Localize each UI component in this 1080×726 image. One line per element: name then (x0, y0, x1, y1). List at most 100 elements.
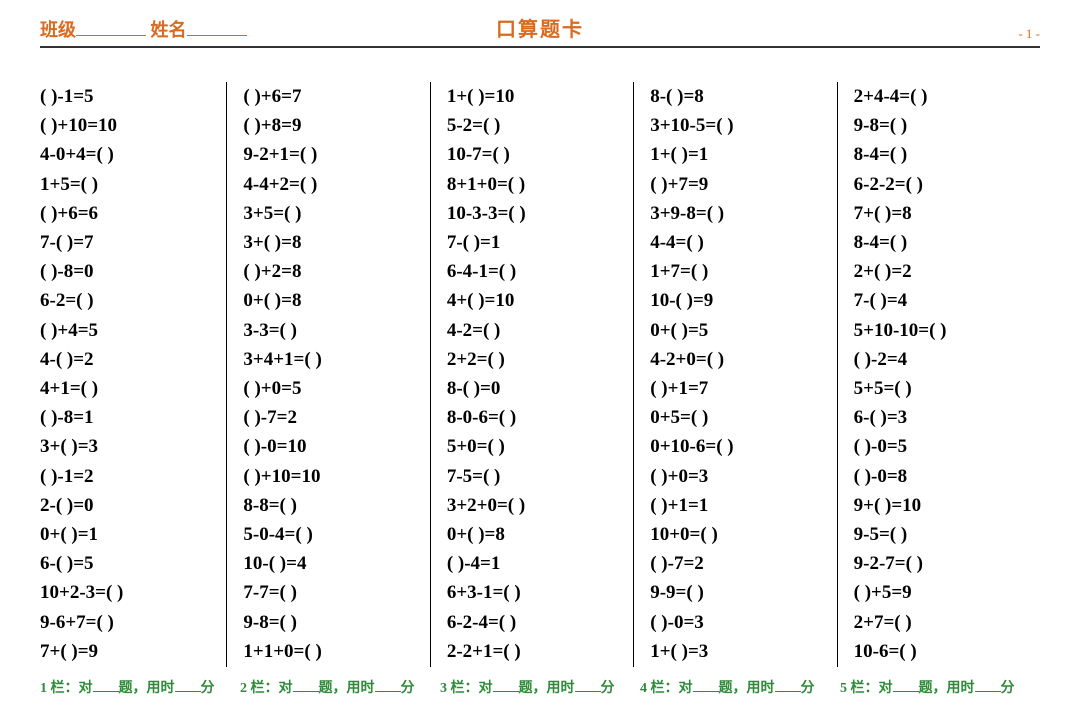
math-problem: 1+7=( ) (650, 257, 826, 286)
math-problem: 7-7=( ) (243, 578, 419, 607)
math-problem: 5+0=( ) (447, 432, 623, 461)
math-problem: 4+1=( ) (40, 374, 216, 403)
class-label: 班级 (40, 20, 76, 40)
math-problem: ( )-2=4 (854, 345, 1030, 374)
math-problem: 6-4-1=( ) (447, 257, 623, 286)
footer-cell: 4 栏：对题，用时分 (640, 677, 840, 697)
math-problem: 3+2+0=( ) (447, 491, 623, 520)
math-problem: 4+( )=10 (447, 286, 623, 315)
math-problem: 5+5=( ) (854, 374, 1030, 403)
math-problem: 9-5=( ) (854, 520, 1030, 549)
math-problem: ( )-1=2 (40, 462, 216, 491)
math-problem: 6-2-2=( ) (854, 170, 1030, 199)
header-left: 班级 姓名 (40, 16, 247, 42)
math-problem: 9-6+7=( ) (40, 608, 216, 637)
math-problem: ( )-7=2 (650, 549, 826, 578)
math-problem: ( )-0=3 (650, 608, 826, 637)
footer-cell: 2 栏：对题，用时分 (240, 677, 440, 697)
math-problem: 1+( )=10 (447, 82, 623, 111)
math-problem: 5+10-10=( ) (854, 316, 1030, 345)
worksheet-header: 口算题卡 班级 姓名 - 1 - (40, 20, 1040, 48)
math-problem: 5-2=( ) (447, 111, 623, 140)
math-problem: 3+( )=8 (243, 228, 419, 257)
math-problem: 2+2=( ) (447, 345, 623, 374)
math-problem: 2+( )=2 (854, 257, 1030, 286)
math-problem: 10-3-3=( ) (447, 199, 623, 228)
math-problem: ( )+8=9 (243, 111, 419, 140)
math-problem: 8-4=( ) (854, 228, 1030, 257)
math-problem: 0+( )=8 (447, 520, 623, 549)
math-problem: ( )-7=2 (243, 403, 419, 432)
name-blank (187, 22, 247, 36)
math-problem: 9-2-7=( ) (854, 549, 1030, 578)
math-problem: ( )+1=1 (650, 491, 826, 520)
math-problem: 8-( )=8 (650, 82, 826, 111)
math-problem: 10+2-3=( ) (40, 578, 216, 607)
math-problem: 9-9=( ) (650, 578, 826, 607)
math-problem: 7+( )=8 (854, 199, 1030, 228)
math-problem: ( )+10=10 (40, 111, 216, 140)
math-problem: 7-( )=4 (854, 286, 1030, 315)
math-problem: ( )+2=8 (243, 257, 419, 286)
problem-columns: ( )-1=5( )+10=104-0+4=( )1+5=( )( )+6=67… (40, 82, 1040, 667)
problem-column: ( )-1=5( )+10=104-0+4=( )1+5=( )( )+6=67… (40, 82, 227, 667)
math-problem: 0+5=( ) (650, 403, 826, 432)
math-problem: ( )-4=1 (447, 549, 623, 578)
math-problem: 7-( )=1 (447, 228, 623, 257)
math-problem: 10-( )=4 (243, 549, 419, 578)
math-problem: 3-3=( ) (243, 316, 419, 345)
math-problem: 10-( )=9 (650, 286, 826, 315)
math-problem: 8-0-6=( ) (447, 403, 623, 432)
math-problem: ( )+6=6 (40, 199, 216, 228)
math-problem: 10-6=( ) (854, 637, 1030, 666)
math-problem: ( )+1=7 (650, 374, 826, 403)
math-problem: 9-8=( ) (854, 111, 1030, 140)
math-problem: 8-( )=0 (447, 374, 623, 403)
math-problem: 4-4=( ) (650, 228, 826, 257)
math-problem: ( )+0=5 (243, 374, 419, 403)
math-problem: ( )-8=0 (40, 257, 216, 286)
math-problem: ( )-0=5 (854, 432, 1030, 461)
math-problem: 2-( )=0 (40, 491, 216, 520)
math-problem: ( )-0=8 (854, 462, 1030, 491)
page-number: - 1 - (1018, 26, 1040, 42)
math-problem: ( )-8=1 (40, 403, 216, 432)
math-problem: 9-2+1=( ) (243, 140, 419, 169)
math-problem: 3+( )=3 (40, 432, 216, 461)
math-problem: 2-2+1=( ) (447, 637, 623, 666)
math-problem: ( )-0=10 (243, 432, 419, 461)
math-problem: 1+5=( ) (40, 170, 216, 199)
math-problem: 4-( )=2 (40, 345, 216, 374)
math-problem: 9+( )=10 (854, 491, 1030, 520)
problem-column: 2+4-4=( )9-8=( )8-4=( )6-2-2=( )7+( )=88… (838, 82, 1040, 667)
math-problem: 7-( )=7 (40, 228, 216, 257)
math-problem: 7+( )=9 (40, 637, 216, 666)
math-problem: 4-2=( ) (447, 316, 623, 345)
math-problem: 3+9-8=( ) (650, 199, 826, 228)
math-problem: 3+4+1=( ) (243, 345, 419, 374)
math-problem: 8+1+0=( ) (447, 170, 623, 199)
math-problem: ( )+6=7 (243, 82, 419, 111)
math-problem: 6-2=( ) (40, 286, 216, 315)
problem-column: ( )+6=7( )+8=99-2+1=( )4-4+2=( )3+5=( )3… (227, 82, 430, 667)
math-problem: 1+( )=3 (650, 637, 826, 666)
math-problem: ( )+10=10 (243, 462, 419, 491)
math-problem: 6+3-1=( ) (447, 578, 623, 607)
footer-row: 1 栏：对题，用时分2 栏：对题，用时分3 栏：对题，用时分4 栏：对题，用时分… (40, 677, 1040, 697)
math-problem: 10+0=( ) (650, 520, 826, 549)
math-problem: ( )+5=9 (854, 578, 1030, 607)
math-problem: ( )+4=5 (40, 316, 216, 345)
math-problem: 4-0+4=( ) (40, 140, 216, 169)
math-problem: 0+10-6=( ) (650, 432, 826, 461)
footer-cell: 3 栏：对题，用时分 (440, 677, 640, 697)
math-problem: 2+7=( ) (854, 608, 1030, 637)
math-problem: 6-( )=5 (40, 549, 216, 578)
problem-column: 1+( )=105-2=( )10-7=( )8+1+0=( )10-3-3=(… (431, 82, 634, 667)
math-problem: 1+1+0=( ) (243, 637, 419, 666)
footer-cell: 5 栏：对题，用时分 (840, 677, 1040, 697)
math-problem: 0+( )=8 (243, 286, 419, 315)
math-problem: 10-7=( ) (447, 140, 623, 169)
math-problem: 4-2+0=( ) (650, 345, 826, 374)
footer-cell: 1 栏：对题，用时分 (40, 677, 240, 697)
math-problem: 2+4-4=( ) (854, 82, 1030, 111)
